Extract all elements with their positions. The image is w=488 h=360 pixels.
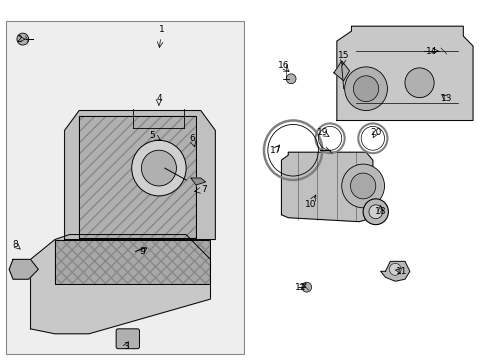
Text: 20: 20 xyxy=(369,128,381,137)
Polygon shape xyxy=(191,178,205,185)
Text: 1: 1 xyxy=(159,25,164,34)
Circle shape xyxy=(131,140,186,196)
Circle shape xyxy=(145,243,159,256)
Circle shape xyxy=(17,33,29,45)
Text: 19: 19 xyxy=(316,128,327,137)
Text: 15: 15 xyxy=(337,51,349,60)
Polygon shape xyxy=(380,261,409,281)
Text: 3: 3 xyxy=(123,342,128,351)
Circle shape xyxy=(363,199,387,225)
Text: 17: 17 xyxy=(269,146,281,155)
Polygon shape xyxy=(64,111,215,239)
Text: 8: 8 xyxy=(12,240,18,249)
Circle shape xyxy=(286,74,295,84)
Text: 4: 4 xyxy=(156,94,162,103)
Circle shape xyxy=(344,67,386,111)
Text: 2: 2 xyxy=(16,35,21,44)
Polygon shape xyxy=(9,260,38,279)
Circle shape xyxy=(341,164,384,208)
Polygon shape xyxy=(30,235,210,334)
FancyBboxPatch shape xyxy=(116,329,139,349)
Polygon shape xyxy=(79,116,196,238)
Circle shape xyxy=(404,68,433,98)
Text: 13: 13 xyxy=(440,94,451,103)
Text: 11: 11 xyxy=(395,267,407,276)
Text: 14: 14 xyxy=(425,46,436,55)
Text: 6: 6 xyxy=(189,134,194,143)
Circle shape xyxy=(368,205,382,219)
Text: 9: 9 xyxy=(139,247,145,256)
Circle shape xyxy=(350,173,375,199)
FancyBboxPatch shape xyxy=(6,21,244,354)
Circle shape xyxy=(388,264,400,275)
Circle shape xyxy=(436,44,450,58)
Text: 18: 18 xyxy=(374,207,386,216)
Polygon shape xyxy=(55,239,210,284)
Polygon shape xyxy=(333,61,349,81)
Text: 16: 16 xyxy=(277,62,288,71)
Polygon shape xyxy=(281,152,372,222)
Text: 7: 7 xyxy=(201,185,206,194)
Circle shape xyxy=(353,76,378,102)
Text: 12: 12 xyxy=(295,283,306,292)
Text: 5: 5 xyxy=(149,131,155,140)
Circle shape xyxy=(301,282,311,292)
Polygon shape xyxy=(336,26,472,121)
Circle shape xyxy=(141,150,176,186)
Text: 10: 10 xyxy=(304,200,316,209)
